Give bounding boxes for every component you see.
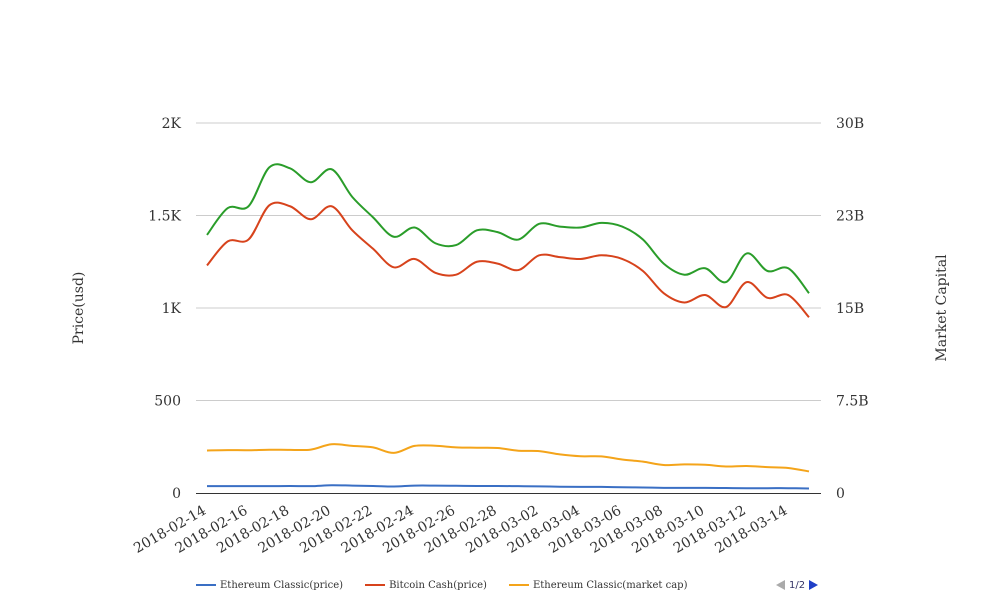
legend-swatch (365, 584, 386, 586)
y2-tick-label: 7.5B (836, 394, 869, 410)
x-axis-ticks: 2018-02-142018-02-162018-02-182018-02-20… (131, 503, 790, 557)
y2-tick-label: 30B (836, 116, 864, 132)
legend-label: Bitcoin Cash(price) (389, 579, 487, 591)
grid-lines (196, 122, 821, 401)
y2-tick-label: 0 (836, 486, 845, 502)
y2-axis-title: Market Capital (934, 254, 950, 362)
y2-axis-ticks: 0 7.5B 15B 23B 30B (836, 116, 869, 502)
y2-tick-label: 23B (836, 209, 864, 225)
series-layer (206, 163, 810, 490)
legend-next-page-icon[interactable] (809, 580, 819, 590)
series-line-3 (206, 443, 810, 473)
series-line-2 (206, 163, 810, 294)
y-tick-label: 1.5K (148, 209, 181, 225)
legend-item-bitcoin-cash-price[interactable]: Bitcoin Cash(price) (365, 580, 487, 591)
series-line-1 (206, 201, 810, 318)
y-tick-label: 1K (162, 301, 182, 317)
legend-item-ethereum-classic-market-cap[interactable]: Ethereum Classic(market cap) (508, 579, 688, 591)
y2-tick-label: 15B (836, 301, 864, 317)
legend-pager: 1/2 (776, 576, 819, 594)
y-axis-ticks: 0 500 1K 1.5K 2K (148, 116, 181, 502)
legend-swatch (196, 584, 216, 586)
legend-page-indicator: 1/2 (789, 579, 806, 591)
legend: Ethereum Classic(price) Bitcoin Cash(pri… (196, 576, 709, 594)
series-line-0 (207, 484, 810, 490)
y-tick-label: 500 (154, 394, 181, 410)
legend-label: Ethereum Classic(market cap) (532, 579, 688, 591)
y-tick-label: 0 (172, 486, 181, 502)
legend-prev-page-icon[interactable] (776, 580, 785, 590)
y-tick-label: 2K (162, 116, 182, 132)
legend-swatch (508, 584, 529, 586)
legend-item-ethereum-classic-price[interactable]: Ethereum Classic(price) (196, 580, 343, 591)
y-axis-title: Price(usd) (71, 272, 87, 345)
legend-label: Ethereum Classic(price) (220, 579, 344, 591)
